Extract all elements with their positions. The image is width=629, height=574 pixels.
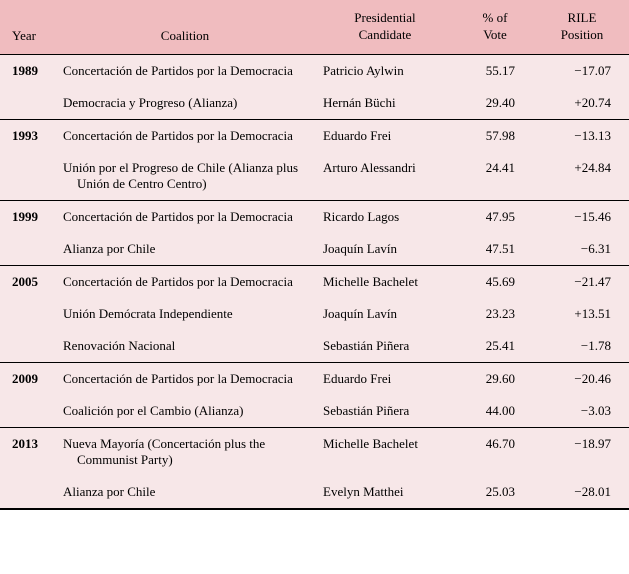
year-group: 1999Concertación de Partidos por la Demo… <box>0 201 629 266</box>
table-row: Coalición por el Cambio (Alianza)Sebasti… <box>0 395 629 427</box>
year-group: 2009Concertación de Partidos por la Demo… <box>0 363 629 428</box>
cell-vote: 47.95 <box>455 207 535 227</box>
table-row: Renovación NacionalSebastián Piñera25.41… <box>0 330 629 362</box>
cell-year: 2013 <box>0 434 55 470</box>
cell-rile: −15.46 <box>535 207 629 227</box>
table-row: 2005Concertación de Partidos por la Demo… <box>0 266 629 298</box>
header-candidate: PresidentialCandidate <box>315 0 455 54</box>
cell-coalition: Concertación de Partidos por la Democrac… <box>55 61 315 81</box>
cell-coalition: Concertación de Partidos por la Democrac… <box>55 369 315 389</box>
cell-candidate: Hernán Büchi <box>315 93 455 113</box>
table-row: Alianza por ChileEvelyn Matthei25.03−28.… <box>0 476 629 508</box>
cell-coalition: Unión Demócrata Independiente <box>55 304 315 324</box>
cell-vote: 23.23 <box>455 304 535 324</box>
table-row: 2013Nueva Mayoría (Concertación plus the… <box>0 428 629 476</box>
cell-candidate: Sebastián Piñera <box>315 336 455 356</box>
cell-year: 2009 <box>0 369 55 389</box>
cell-vote: 29.40 <box>455 93 535 113</box>
cell-candidate: Joaquín Lavín <box>315 239 455 259</box>
cell-candidate: Patricio Aylwin <box>315 61 455 81</box>
cell-rile: −28.01 <box>535 482 629 502</box>
cell-rile: −17.07 <box>535 61 629 81</box>
cell-rile: +20.74 <box>535 93 629 113</box>
table-row: 2009Concertación de Partidos por la Demo… <box>0 363 629 395</box>
cell-vote: 46.70 <box>455 434 535 470</box>
table-row: 1993Concertación de Partidos por la Demo… <box>0 120 629 152</box>
cell-coalition: Nueva Mayoría (Concertación plus the Com… <box>55 434 315 470</box>
table-row: 1989Concertación de Partidos por la Demo… <box>0 55 629 87</box>
cell-coalition: Concertación de Partidos por la Democrac… <box>55 272 315 292</box>
cell-rile: −1.78 <box>535 336 629 356</box>
cell-vote: 29.60 <box>455 369 535 389</box>
cell-vote: 47.51 <box>455 239 535 259</box>
cell-candidate: Evelyn Matthei <box>315 482 455 502</box>
cell-coalition: Renovación Nacional <box>55 336 315 356</box>
year-group: 2005Concertación de Partidos por la Demo… <box>0 266 629 363</box>
cell-vote: 55.17 <box>455 61 535 81</box>
cell-rile: −6.31 <box>535 239 629 259</box>
year-group: 1993Concertación de Partidos por la Demo… <box>0 120 629 201</box>
cell-vote: 25.03 <box>455 482 535 502</box>
cell-year: 1993 <box>0 126 55 146</box>
cell-year: 1999 <box>0 207 55 227</box>
cell-rile: −18.97 <box>535 434 629 470</box>
cell-year <box>0 304 55 324</box>
cell-vote: 57.98 <box>455 126 535 146</box>
year-group: 2013Nueva Mayoría (Concertación plus the… <box>0 428 629 510</box>
cell-vote: 24.41 <box>455 158 535 194</box>
cell-candidate: Sebastián Piñera <box>315 401 455 421</box>
cell-year: 2005 <box>0 272 55 292</box>
cell-year <box>0 158 55 194</box>
cell-coalition: Democracia y Progreso (Alianza) <box>55 93 315 113</box>
cell-rile: +13.51 <box>535 304 629 324</box>
cell-candidate: Ricardo Lagos <box>315 207 455 227</box>
cell-year <box>0 401 55 421</box>
table-header-row: Year Coalition PresidentialCandidate % o… <box>0 0 629 55</box>
cell-coalition: Alianza por Chile <box>55 239 315 259</box>
table-row: Democracia y Progreso (Alianza)Hernán Bü… <box>0 87 629 119</box>
cell-rile: +24.84 <box>535 158 629 194</box>
header-vote: % ofVote <box>455 0 535 54</box>
table-row: Alianza por ChileJoaquín Lavín47.51−6.31 <box>0 233 629 265</box>
cell-coalition: Alianza por Chile <box>55 482 315 502</box>
cell-rile: −13.13 <box>535 126 629 146</box>
cell-candidate: Michelle Bachelet <box>315 434 455 470</box>
table-row: Unión Demócrata IndependienteJoaquín Lav… <box>0 298 629 330</box>
cell-candidate: Joaquín Lavín <box>315 304 455 324</box>
cell-year <box>0 482 55 502</box>
table-row: Unión por el Progreso de Chile (Alianza … <box>0 152 629 200</box>
cell-candidate: Eduardo Frei <box>315 369 455 389</box>
cell-rile: −3.03 <box>535 401 629 421</box>
cell-rile: −21.47 <box>535 272 629 292</box>
cell-vote: 45.69 <box>455 272 535 292</box>
cell-candidate: Michelle Bachelet <box>315 272 455 292</box>
table-body: 1989Concertación de Partidos por la Demo… <box>0 55 629 510</box>
header-coalition: Coalition <box>55 0 315 54</box>
cell-coalition: Unión por el Progreso de Chile (Alianza … <box>55 158 315 194</box>
cell-coalition: Concertación de Partidos por la Democrac… <box>55 126 315 146</box>
election-table: Year Coalition PresidentialCandidate % o… <box>0 0 629 510</box>
cell-coalition: Concertación de Partidos por la Democrac… <box>55 207 315 227</box>
cell-candidate: Eduardo Frei <box>315 126 455 146</box>
cell-year <box>0 239 55 259</box>
header-year: Year <box>0 0 55 54</box>
cell-coalition: Coalición por el Cambio (Alianza) <box>55 401 315 421</box>
cell-year <box>0 93 55 113</box>
table-row: 1999Concertación de Partidos por la Demo… <box>0 201 629 233</box>
cell-vote: 25.41 <box>455 336 535 356</box>
cell-year <box>0 336 55 356</box>
cell-vote: 44.00 <box>455 401 535 421</box>
cell-rile: −20.46 <box>535 369 629 389</box>
cell-candidate: Arturo Alessandri <box>315 158 455 194</box>
cell-year: 1989 <box>0 61 55 81</box>
header-rile: RILEPosition <box>535 0 629 54</box>
year-group: 1989Concertación de Partidos por la Demo… <box>0 55 629 120</box>
